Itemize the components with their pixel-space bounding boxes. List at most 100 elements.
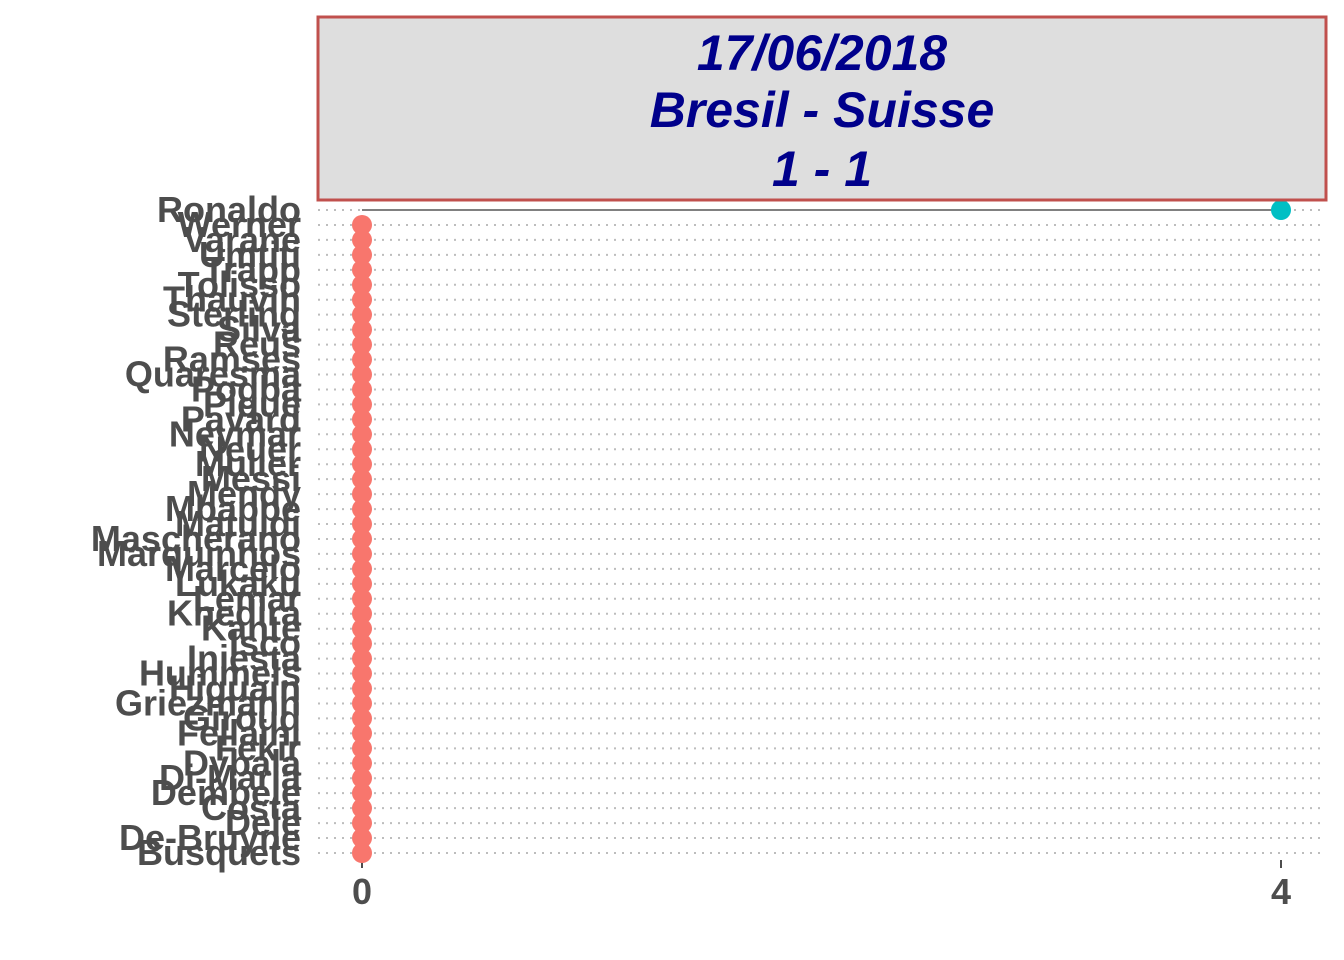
title-line-match: Bresil - Suisse — [650, 82, 995, 138]
player-label-dele: Dele — [225, 802, 301, 843]
player-label-muller: Muller — [195, 443, 301, 484]
x-tick-label-0: 0 — [352, 871, 372, 912]
point-lemar — [352, 588, 372, 609]
point-dembele — [352, 783, 372, 804]
point-higuain — [352, 678, 372, 699]
point-trapp — [352, 259, 372, 280]
player-label-tolisso: Tolisso — [178, 264, 301, 305]
chart-title: 17/06/2018 Bresil - Suisse 1 - 1 — [316, 15, 1328, 202]
point-silva — [352, 319, 372, 340]
player-label-dybala: Dybala — [183, 742, 302, 783]
point-thauvin — [352, 289, 372, 310]
point-pavard — [352, 409, 372, 430]
player-label-mbappe: Mbappe — [165, 488, 301, 529]
point-giroud — [352, 708, 372, 729]
player-label-silva: Silva — [217, 309, 302, 350]
player-label-mascherano: Mascherano — [91, 518, 301, 559]
player-label-marquinhos: Marquinhos — [97, 533, 301, 574]
player-label-werner: Werner — [178, 204, 301, 245]
player-label-isco: Isco — [229, 623, 301, 664]
point-pique — [352, 394, 372, 415]
player-label-hummels: Hummels — [139, 653, 301, 694]
player-label-pogba: Pogba — [191, 368, 302, 409]
point-marcelo — [352, 558, 372, 579]
player-label-neuer: Neuer — [199, 428, 301, 469]
player-label-varane: Varane — [183, 219, 301, 260]
point-lukaku — [352, 573, 372, 594]
point-mendy — [352, 484, 372, 505]
player-label-quaresma: Quaresma — [125, 353, 302, 394]
point-umtiti — [352, 244, 372, 265]
point-de-bruyne — [352, 828, 372, 849]
player-label-neymar: Neymar — [169, 413, 301, 454]
player-labels: RonaldoWernerVaraneUmtitiTrappTolissoTha… — [91, 189, 302, 873]
player-label-fellaini: Fellaini — [177, 712, 301, 753]
title-box — [316, 15, 1328, 202]
grid-lines — [318, 209, 1326, 854]
player-label-higuain: Higuain — [169, 668, 301, 709]
data-marks — [352, 200, 1291, 863]
point-neuer — [352, 439, 372, 460]
point-iniesta — [352, 648, 372, 669]
player-label-iniesta: Iniesta — [187, 638, 302, 679]
player-label-sterling: Sterling — [167, 294, 301, 335]
point-fekir — [352, 738, 372, 759]
player-label-marcelo: Marcelo — [165, 548, 301, 589]
point-khedira — [352, 603, 372, 624]
point-dybala — [352, 753, 372, 774]
point-werner — [352, 214, 372, 235]
player-label-pavard: Pavard — [181, 398, 301, 439]
player-label-dembele: Dembele — [151, 772, 301, 813]
point-costa — [352, 798, 372, 819]
point-ramses — [352, 349, 372, 370]
title-line-score: 1 - 1 — [772, 141, 872, 197]
point-busquets — [352, 843, 372, 863]
player-label-busquets: Busquets — [137, 832, 301, 873]
player-label-di-maria: Di-Maria — [159, 757, 302, 798]
player-label-pique: Pique — [203, 383, 301, 424]
player-label-reus: Reus — [213, 324, 301, 365]
player-label-trapp: Trapp — [203, 249, 301, 290]
point-sterling — [352, 304, 372, 325]
player-label-giroud: Giroud — [183, 697, 301, 738]
player-label-lemar: Lemar — [193, 578, 301, 619]
point-varane — [352, 229, 372, 250]
point-messi — [352, 469, 372, 490]
point-mascherano — [352, 528, 372, 549]
title-line-date: 17/06/2018 — [697, 25, 947, 81]
point-mbappe — [352, 499, 372, 520]
player-label-lukaku: Lukaku — [175, 563, 301, 604]
player-label-thauvin: Thauvin — [163, 279, 301, 320]
point-marquinhos — [352, 543, 372, 564]
point-kante — [352, 618, 372, 639]
player-label-ramses: Ramses — [163, 339, 301, 380]
point-neymar — [352, 424, 372, 445]
point-muller — [352, 454, 372, 475]
player-label-umtiti: Umtiti — [199, 234, 301, 275]
point-quaresma — [352, 364, 372, 385]
player-label-matuidi: Matuidi — [175, 503, 301, 544]
player-label-khedira: Khedira — [167, 593, 302, 634]
point-dele — [352, 813, 372, 834]
player-label-messi: Messi — [201, 458, 301, 499]
point-di-maria — [352, 768, 372, 789]
player-label-griezmann: Griezmann — [115, 682, 301, 723]
player-label-mendy: Mendy — [187, 473, 301, 514]
point-isco — [352, 633, 372, 654]
point-tolisso — [352, 274, 372, 295]
point-hummels — [352, 663, 372, 684]
player-label-costa: Costa — [201, 787, 302, 828]
player-label-ronaldo: Ronaldo — [157, 189, 301, 230]
point-ronaldo — [1271, 200, 1291, 220]
point-matuidi — [352, 514, 372, 535]
point-reus — [352, 334, 372, 355]
player-label-de-bruyne: De-Bruyne — [119, 817, 301, 858]
point-griezmann — [352, 693, 372, 714]
player-label-fekir: Fekir — [215, 727, 301, 768]
x-tick-label-1: 4 — [1271, 871, 1291, 912]
player-label-kante: Kante — [201, 608, 301, 649]
point-fellaini — [352, 723, 372, 744]
point-pogba — [352, 379, 372, 400]
